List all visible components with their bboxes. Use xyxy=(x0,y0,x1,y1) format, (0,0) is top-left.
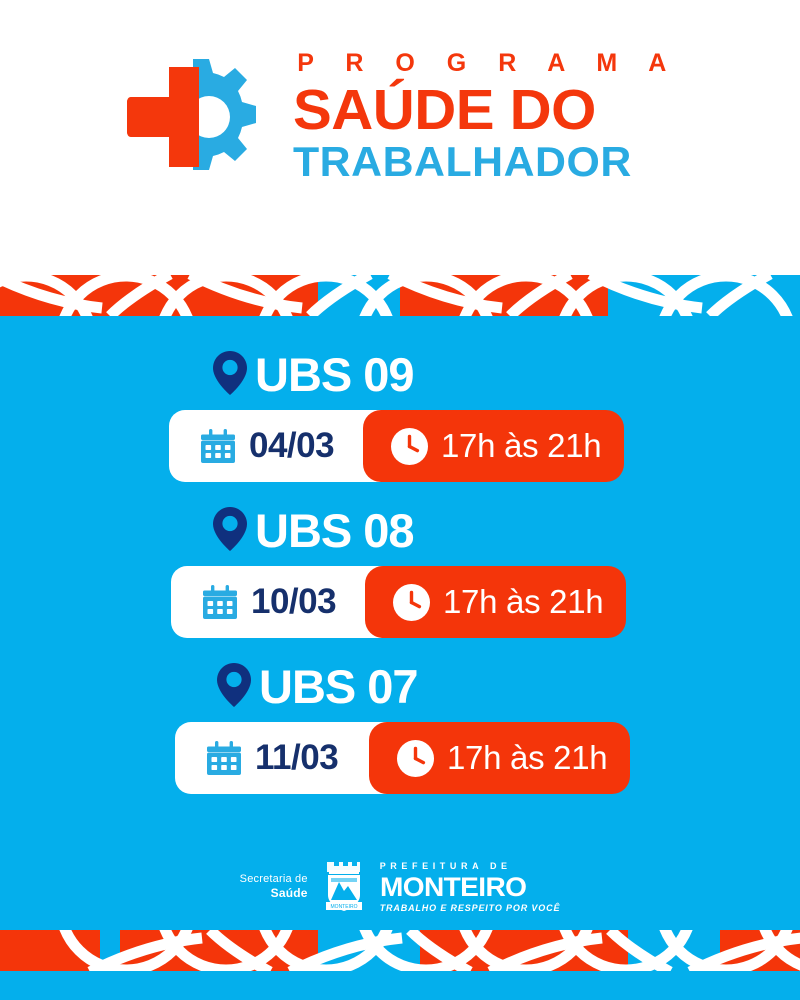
prefeitura-wordmark: PREFEITURA DE MONTEIRO TRABALHO E RESPEI… xyxy=(379,860,561,913)
footer-logos: Secretaria de Saúde MONTEIRO PREFEITURA … xyxy=(0,852,800,922)
clock-icon xyxy=(391,427,428,465)
calendar-icon xyxy=(207,741,241,775)
svg-text:MONTEIRO: MONTEIRO xyxy=(330,904,357,910)
entry-pills: 04/03 17h às 21h xyxy=(169,410,624,482)
secretaria-line-2: Saúde xyxy=(270,886,308,901)
program-title-line1: SAÚDE DO xyxy=(293,78,597,142)
ubs-location-name: UBS 08 xyxy=(255,503,415,557)
program-logo-text: P R O G R A M A SAÚDE DO TRABALHADOR xyxy=(293,51,679,183)
program-word: P R O G R A M A xyxy=(297,49,679,77)
map-pin-icon xyxy=(213,351,247,395)
date-value: 04/03 xyxy=(249,426,335,465)
bottom-pattern-band xyxy=(0,930,800,1000)
top-pattern-band xyxy=(0,246,800,316)
calendar-icon xyxy=(201,429,235,463)
entry-header: UBS 07 xyxy=(165,656,635,716)
clock-icon xyxy=(393,583,430,621)
calendar-icon xyxy=(203,585,237,619)
schedule-entry[interactable]: UBS 08 xyxy=(165,500,635,638)
map-pin-icon xyxy=(213,507,247,551)
header-banner: P R O G R A M A SAÚDE DO TRABALHADOR xyxy=(0,0,800,276)
time-pill[interactable]: 17h às 21h xyxy=(365,566,626,638)
schedule-entry[interactable]: UBS 09 xyxy=(165,344,635,482)
time-value: 17h às 21h xyxy=(441,427,602,464)
entry-pills: 11/03 17h às 21h xyxy=(175,722,630,794)
program-logo-lockup: P R O G R A M A SAÚDE DO TRABALHADOR xyxy=(121,51,679,183)
arc-pattern-icon xyxy=(0,930,800,1000)
time-value: 17h às 21h xyxy=(447,739,608,776)
health-gear-cross-logo-icon xyxy=(127,59,257,170)
clock-icon xyxy=(397,739,434,777)
ubs-location-name: UBS 07 xyxy=(259,659,419,713)
monteiro-coat-of-arms-icon: MONTEIRO xyxy=(325,862,362,911)
ubs-location-name: UBS 09 xyxy=(255,347,415,401)
time-pill[interactable]: 17h às 21h xyxy=(369,722,630,794)
program-title-line2: TRABALHADOR xyxy=(293,138,633,185)
map-pin-icon xyxy=(217,663,251,707)
prefeitura-name: MONTEIRO xyxy=(379,871,527,902)
date-value: 11/03 xyxy=(255,738,339,777)
secretaria-line-1: Secretaria de xyxy=(239,872,308,885)
schedule-list: UBS 09 xyxy=(0,344,800,812)
entry-pills: 10/03 17h às 21h xyxy=(171,566,626,638)
entry-header: UBS 09 xyxy=(165,344,635,404)
time-pill[interactable]: 17h às 21h xyxy=(363,410,624,482)
arc-pattern-icon xyxy=(0,246,800,316)
prefeitura-slogan: TRABALHO E RESPEITO POR VOCÊ xyxy=(379,902,561,913)
secretaria-saude-label: Secretaria de Saúde xyxy=(240,873,308,902)
date-value: 10/03 xyxy=(251,582,337,621)
prefeitura-eyebrow: PREFEITURA DE xyxy=(379,860,512,871)
schedule-entry[interactable]: UBS 07 xyxy=(165,656,635,794)
time-value: 17h às 21h xyxy=(443,583,604,620)
entry-header: UBS 08 xyxy=(165,500,635,560)
